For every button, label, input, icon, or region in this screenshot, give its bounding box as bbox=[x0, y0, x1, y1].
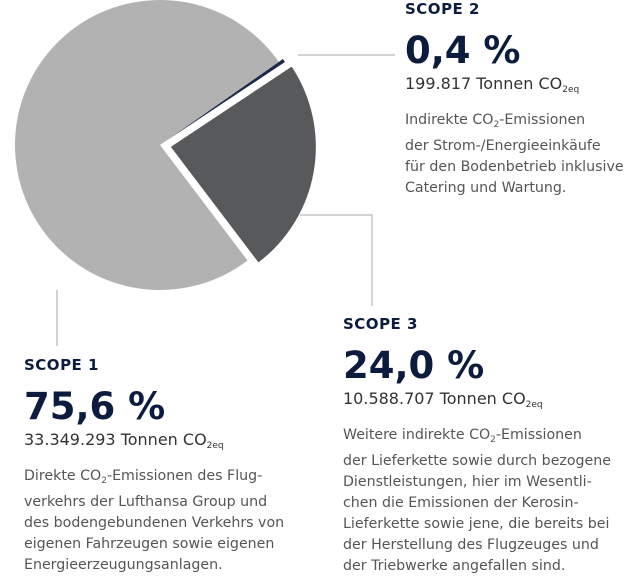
scope-amount: 33.349.293 Tonnen CO2eq bbox=[24, 428, 284, 458]
scope-description: Indirekte CO2-Emissionen der Strom-/Energ… bbox=[405, 110, 624, 199]
scope-block: SCOPE 3 24,0 % 10.588.707 Tonnen CO2eq Weit… bbox=[343, 315, 611, 577]
description-line: der Lieferkette sowie durch bezogene bbox=[343, 453, 612, 469]
line-sub: 2 bbox=[490, 435, 496, 445]
description-line: Direkte CO2-Emissionen des Flug- bbox=[24, 466, 284, 492]
description-line: des bodengebundenen Verkehrs von bbox=[24, 515, 285, 531]
line-text: Direkte CO bbox=[24, 468, 102, 484]
amount-sub: 2eq bbox=[562, 85, 580, 95]
scope-description: Weitere indirekte CO2-Emissionen der Lief… bbox=[343, 425, 611, 577]
description-line: Lieferkette sowie jene, die bereits bei bbox=[343, 516, 610, 532]
line-text: Indirekte CO bbox=[405, 112, 494, 128]
pie-slice bbox=[15, 0, 279, 290]
pie-slice bbox=[164, 59, 285, 143]
scope-title: SCOPE 3 bbox=[343, 315, 418, 333]
line-text: Weitere indirekte CO bbox=[343, 427, 491, 443]
scope-amount: 199.817 Tonnen CO2eq bbox=[405, 72, 624, 102]
description-line: Indirekte CO2-Emissionen bbox=[405, 110, 624, 136]
description-line: chen die Emissionen der Kerosin- bbox=[343, 495, 579, 511]
description-line: Catering und Wartung. bbox=[405, 180, 567, 196]
leader-line bbox=[300, 214, 373, 306]
description-line: der Triebwerke angefallen sind. bbox=[343, 558, 566, 574]
scope-block: SCOPE 1 75,6 % 33.349.293 Tonnen CO2eq Dire… bbox=[24, 356, 284, 576]
scope-title: SCOPE 1 bbox=[24, 356, 99, 374]
scope-description: Direkte CO2-Emissionen des Flug-verkehrs… bbox=[24, 466, 284, 576]
line-text: -Emissionen des Flug- bbox=[106, 468, 263, 484]
description-line: verkehrs der Lufthansa Group und bbox=[24, 494, 268, 510]
description-line: eigenen Fahrzeugen sowie eigenen bbox=[24, 536, 275, 552]
amount-text: 10.588.707 Tonnen CO bbox=[343, 389, 526, 408]
description-line: Dienstleistungen, hier im Wesentli- bbox=[343, 474, 592, 490]
description-line: Energieerzeugungsanlagen. bbox=[24, 557, 223, 573]
amount-sub: 2eq bbox=[525, 400, 543, 410]
scope-percent: 0,4 % bbox=[405, 29, 521, 72]
description-line: der Strom-/Energieeinkäufe bbox=[405, 138, 601, 154]
scope-block: SCOPE 2 0,4 % 199.817 Tonnen CO2eq Indirekt… bbox=[405, 0, 624, 199]
line-text: -Emissionen bbox=[495, 427, 582, 443]
amount-text: 33.349.293 Tonnen CO bbox=[24, 430, 207, 449]
scope-percent: 75,6 % bbox=[24, 385, 166, 428]
line-sub: 2 bbox=[493, 120, 500, 130]
scope-amount: 10.588.707 Tonnen CO2eq bbox=[343, 387, 611, 417]
scope-percent: 24,0 % bbox=[343, 344, 485, 387]
pie-slice bbox=[170, 66, 316, 263]
description-line: für den Bodenbetrieb inklusive bbox=[405, 159, 624, 175]
line-sub: 2 bbox=[101, 476, 107, 486]
amount-sub: 2eq bbox=[206, 441, 224, 451]
description-line: Weitere indirekte CO2-Emissionen bbox=[343, 425, 611, 451]
line-text: -Emissionen bbox=[499, 112, 586, 128]
amount-text: 199.817 Tonnen CO bbox=[405, 74, 563, 93]
scope-title: SCOPE 2 bbox=[405, 0, 480, 18]
description-line: der Herstellung des Flugzeuges und bbox=[343, 537, 599, 553]
